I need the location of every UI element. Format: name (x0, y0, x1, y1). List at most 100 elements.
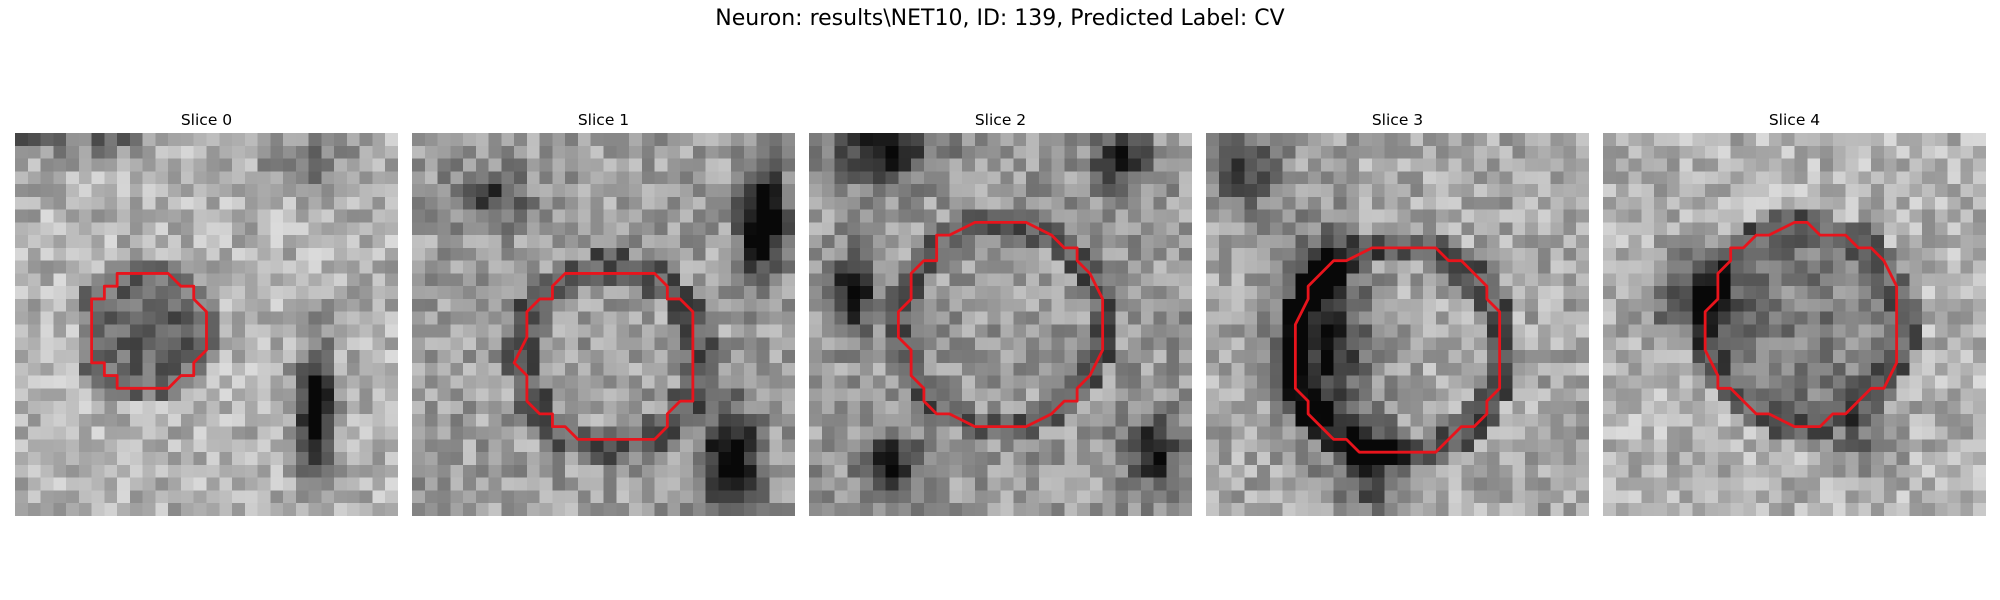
image-pixel (1679, 222, 1693, 236)
image-pixel (526, 388, 540, 402)
image-pixel (91, 171, 105, 185)
image-pixel (1781, 298, 1795, 312)
image-pixel (898, 490, 912, 504)
image-pixel (911, 273, 925, 287)
image-pixel (539, 171, 553, 185)
image-pixel (1179, 337, 1192, 351)
image-pixel (1206, 490, 1220, 504)
image-pixel (1499, 452, 1513, 466)
image-pixel (193, 209, 207, 223)
image-pixel (1077, 171, 1091, 185)
image-pixel (219, 337, 233, 351)
image-pixel (15, 477, 29, 491)
image-pixel (1346, 311, 1360, 325)
image-pixel (1244, 362, 1258, 376)
image-pixel (1089, 222, 1103, 236)
image-pixel (1743, 426, 1757, 440)
image-pixel (1231, 362, 1245, 376)
image-pixel (1692, 222, 1706, 236)
image-pixel (1499, 235, 1513, 249)
image-pixel (1128, 311, 1142, 325)
image-pixel (372, 362, 386, 376)
image-pixel (232, 490, 246, 504)
image-pixel (1512, 337, 1526, 351)
image-pixel (104, 490, 118, 504)
image-pixel (1654, 362, 1668, 376)
image-pixel (756, 324, 770, 338)
image-pixel (641, 196, 655, 210)
image-pixel (809, 273, 823, 287)
image-pixel (180, 209, 194, 223)
image-pixel (1794, 337, 1808, 351)
image-pixel (834, 324, 848, 338)
image-pixel (1666, 439, 1680, 453)
image-pixel (104, 222, 118, 236)
image-pixel (1166, 222, 1180, 236)
image-pixel (1615, 439, 1629, 453)
image-pixel (1064, 426, 1078, 440)
image-pixel (1333, 503, 1347, 516)
image-pixel (1244, 171, 1258, 185)
image-pixel (936, 503, 950, 516)
image-pixel (1026, 388, 1040, 402)
image-pixel (898, 311, 912, 325)
image-pixel (1423, 426, 1437, 440)
image-pixel (1896, 375, 1910, 389)
image-pixel (974, 426, 988, 440)
image-pixel (1371, 235, 1385, 249)
image-pixel (168, 133, 182, 147)
image-pixel (821, 337, 835, 351)
image-pixel (898, 286, 912, 300)
image-pixel (616, 184, 630, 198)
image-pixel (1960, 196, 1974, 210)
image-pixel (206, 260, 220, 274)
image-pixel (1435, 133, 1449, 147)
image-pixel (1832, 133, 1846, 147)
image-pixel (1603, 311, 1617, 325)
image-pixel (1128, 324, 1142, 338)
image-pixel (936, 235, 950, 249)
image-pixel (1960, 477, 1974, 491)
image-pixel (346, 260, 360, 274)
image-pixel (936, 273, 950, 287)
image-pixel (91, 490, 105, 504)
image-pixel (1013, 413, 1027, 427)
image-pixel (270, 452, 284, 466)
image-pixel (1038, 388, 1052, 402)
image-pixel (1295, 350, 1309, 364)
image-pixel (731, 260, 745, 274)
image-pixel (692, 247, 706, 261)
image-pixel (321, 209, 335, 223)
image-pixel (1410, 222, 1424, 236)
image-pixel (718, 337, 732, 351)
image-pixel (1537, 273, 1551, 287)
image-pixel (117, 439, 131, 453)
image-pixel (1282, 490, 1296, 504)
image-pixel (834, 184, 848, 198)
image-pixel (475, 311, 489, 325)
image-pixel (1628, 503, 1642, 516)
image-pixel (232, 401, 246, 415)
image-pixel (680, 311, 694, 325)
image-pixel (603, 337, 617, 351)
image-pixel (885, 145, 899, 159)
image-pixel (283, 222, 297, 236)
image-pixel (1525, 324, 1539, 338)
image-pixel (782, 388, 795, 402)
image-pixel (1166, 311, 1180, 325)
image-pixel (821, 388, 835, 402)
image-pixel (308, 260, 322, 274)
image-pixel (885, 350, 899, 364)
image-pixel (283, 375, 297, 389)
image-pixel (898, 260, 912, 274)
image-pixel (475, 375, 489, 389)
image-pixel (1371, 452, 1385, 466)
image-pixel (257, 324, 271, 338)
image-pixel (1832, 311, 1846, 325)
image-pixel (142, 401, 156, 415)
image-pixel (1525, 413, 1539, 427)
image-pixel (244, 273, 258, 287)
image-pixel (91, 298, 105, 312)
image-pixel (1013, 311, 1027, 325)
image-pixel (40, 209, 54, 223)
